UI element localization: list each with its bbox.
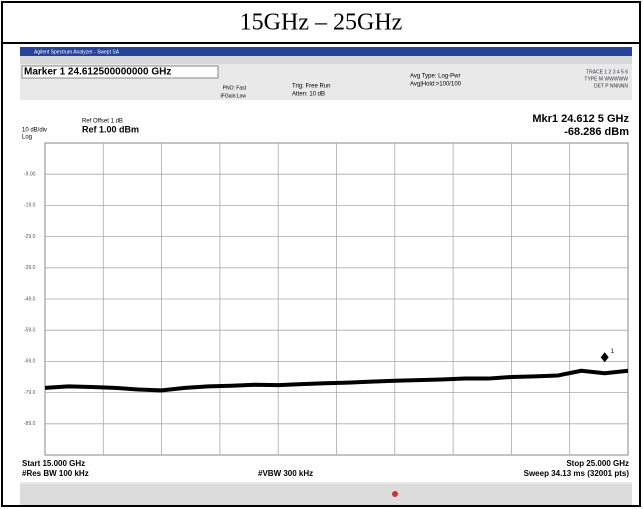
avg-type: Avg Type: Log-Pwr — [410, 74, 460, 80]
trace-row: TRACE 1 2 3 4 5 6 — [586, 69, 628, 75]
trace — [44, 368, 629, 393]
marker-field[interactable] — [21, 65, 219, 79]
atten: Atten: 10 dB — [292, 92, 325, 98]
trig: Trig: Free Run — [292, 84, 330, 90]
y-tick-label: -89.0 — [24, 421, 36, 427]
marker-number: 1 — [611, 349, 615, 355]
header-title: 15GHz – 25GHz — [240, 10, 403, 36]
ref-level: Ref 1.00 dBm — [82, 124, 139, 134]
y-tick-label: -19.0 — [24, 203, 36, 209]
log: Log — [22, 135, 32, 141]
y-tick-label: -69.0 — [24, 359, 36, 365]
y-tick-label: -9.00 — [24, 172, 36, 178]
marker-text: Marker 1 24.612500000000 GHz — [24, 67, 171, 78]
title-bar — [20, 47, 632, 56]
y-tick-label: -59.0 — [24, 328, 36, 334]
status-icon — [392, 491, 398, 497]
y-tick-label: -79.0 — [24, 390, 36, 396]
rbw: #Res BW 100 kHz — [22, 469, 89, 478]
start-freq: Start 15.000 GHz — [22, 459, 85, 468]
status-bar — [20, 56, 632, 64]
stop-freq: Stop 25.000 GHz — [566, 459, 629, 468]
marker-amp: -68.286 dBm — [564, 126, 629, 138]
marker-freq: Mkr1 24.612 5 GHz — [532, 113, 629, 125]
ref-offset: Ref Offset 1 dB — [82, 119, 123, 125]
display — [20, 100, 632, 482]
bottom-status — [20, 484, 632, 505]
ifgain: IFGain:Low — [220, 93, 246, 99]
vbw: #VBW 300 kHz — [258, 469, 313, 478]
pno: PNO: Fast — [223, 85, 247, 91]
avg-hold: Avg|Hold:>100/100 — [410, 82, 462, 88]
scale: 10 dB/div — [22, 128, 47, 134]
y-tick-label: -29.0 — [24, 234, 36, 240]
window-title: Agilent Spectrum Analyzer - Swept SA — [34, 49, 120, 55]
sweep: Sweep 34.13 ms (32001 pts) — [524, 469, 630, 478]
y-tick-label: -39.0 — [24, 265, 36, 271]
det-row: DET P NNNNN — [594, 83, 628, 89]
type-row: TYPE M WWWWW — [584, 76, 628, 82]
y-tick-label: -49.0 — [24, 296, 36, 302]
marker-diamond — [600, 352, 609, 363]
